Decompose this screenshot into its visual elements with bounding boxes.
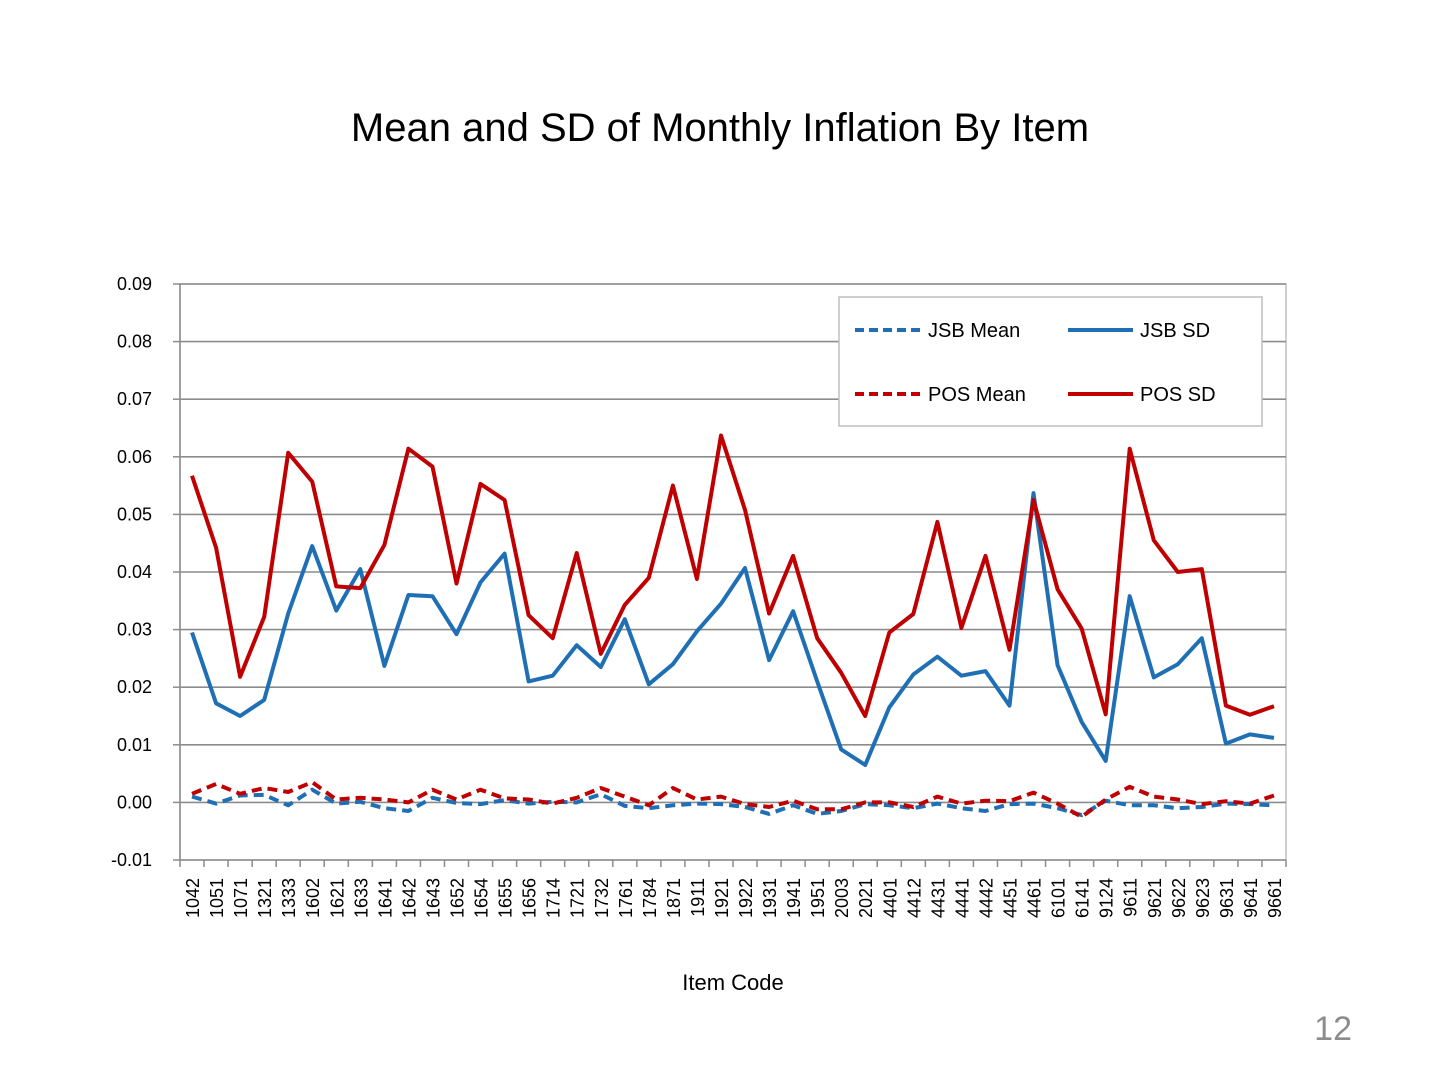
legend-box	[838, 296, 1263, 427]
x-tick-label: 1321	[255, 878, 275, 918]
y-tick-label: 0.08	[117, 332, 152, 352]
y-tick-label: 0.02	[117, 677, 152, 697]
x-tick-label: 9641	[1241, 878, 1261, 918]
x-tick-label: 9124	[1097, 878, 1117, 918]
series-line-pos-sd	[190, 433, 1275, 718]
x-tick-label: 1941	[784, 878, 804, 918]
x-tick-label: 9622	[1169, 878, 1189, 918]
y-tick-label: 0.04	[117, 562, 152, 582]
x-tick-label: 1641	[375, 878, 395, 918]
x-tick-label: 4451	[1001, 878, 1021, 918]
x-tick-label: 9631	[1217, 878, 1237, 918]
x-tick-label: 1654	[472, 878, 492, 918]
y-tick-label: 0.07	[117, 389, 152, 409]
x-tick-label: 9623	[1193, 878, 1213, 918]
x-tick-label: 1931	[760, 878, 780, 918]
legend: JSB Mean JSB SD POS Mean POS SD	[838, 296, 1263, 427]
legend-label-pos-sd: POS SD	[1140, 384, 1216, 406]
x-tick-label: 1333	[279, 878, 299, 918]
x-tick-label: 1051	[207, 878, 227, 918]
x-tick-label: 1656	[520, 878, 540, 918]
x-tick-label: 1633	[351, 878, 371, 918]
x-tick-label: 1655	[496, 878, 516, 918]
x-tick-label: 1761	[616, 878, 636, 918]
x-tick-label: 6141	[1073, 878, 1093, 918]
x-tick-label: 4441	[952, 878, 972, 918]
x-tick-label: 9611	[1121, 878, 1141, 917]
x-tick-label: 9621	[1145, 878, 1165, 918]
y-tick-label: 0.03	[117, 620, 152, 640]
x-tick-label: 1642	[399, 878, 419, 918]
y-tick-label: 0.00	[117, 792, 152, 812]
x-tick-label: 2021	[856, 878, 876, 918]
x-tick-label: 1732	[592, 878, 612, 918]
x-tick-label: 1921	[712, 878, 732, 918]
x-tick-label: 1643	[423, 878, 443, 918]
x-tick-label: 1871	[664, 878, 684, 918]
x-tick-label: 1951	[808, 878, 828, 918]
x-tick-label: 1721	[568, 878, 588, 918]
y-tick-label: -0.01	[111, 850, 152, 870]
x-tick-label: 6101	[1049, 878, 1069, 918]
x-tick-label: 4431	[928, 878, 948, 918]
x-tick-label: 4401	[880, 878, 900, 918]
x-tick-label: 4461	[1025, 878, 1045, 918]
x-tick-label: 4442	[976, 878, 996, 918]
y-tick-label: 0.05	[117, 504, 152, 524]
y-tick-label: 0.01	[117, 735, 152, 755]
x-tick-label: 1784	[640, 878, 660, 918]
x-tick-label: 1652	[448, 878, 468, 918]
series-lines	[190, 433, 1275, 819]
x-tick-label: 1042	[183, 878, 203, 918]
axes: -0.01 0.00 0.01 0.02 0.03 0.04 0.05 0.06 0.07 0.0…	[111, 274, 1287, 918]
series-line-jsb-mean	[191, 787, 1275, 818]
x-tick-label: 1911	[688, 878, 708, 917]
x-tick-label: 4412	[904, 878, 924, 918]
x-axis-title: Item Code	[682, 970, 784, 995]
series-line-jsb-sd	[190, 491, 1275, 767]
slide-title: Mean and SD of Monthly Inflation By Item	[350, 106, 1090, 150]
legend-label-jsb-mean: JSB Mean	[928, 320, 1020, 342]
series-line-pos-mean	[191, 780, 1275, 819]
x-tick-label: 1922	[736, 878, 756, 918]
y-tick-label: 0.06	[117, 447, 152, 467]
x-tick-label: 9661	[1265, 878, 1285, 918]
x-tick-label: 1621	[327, 878, 347, 918]
legend-label-jsb-sd: JSB SD	[1140, 320, 1210, 342]
x-tick-label: 1071	[231, 878, 251, 918]
x-tick-label: 1714	[544, 878, 564, 918]
x-tick-label: 1602	[303, 878, 323, 918]
gridlines	[180, 283, 1286, 861]
y-tick-label: 0.09	[117, 274, 152, 294]
page-number: 12	[1314, 1010, 1352, 1048]
legend-label-pos-mean: POS Mean	[928, 384, 1026, 406]
x-tick-label: 2003	[832, 878, 852, 918]
